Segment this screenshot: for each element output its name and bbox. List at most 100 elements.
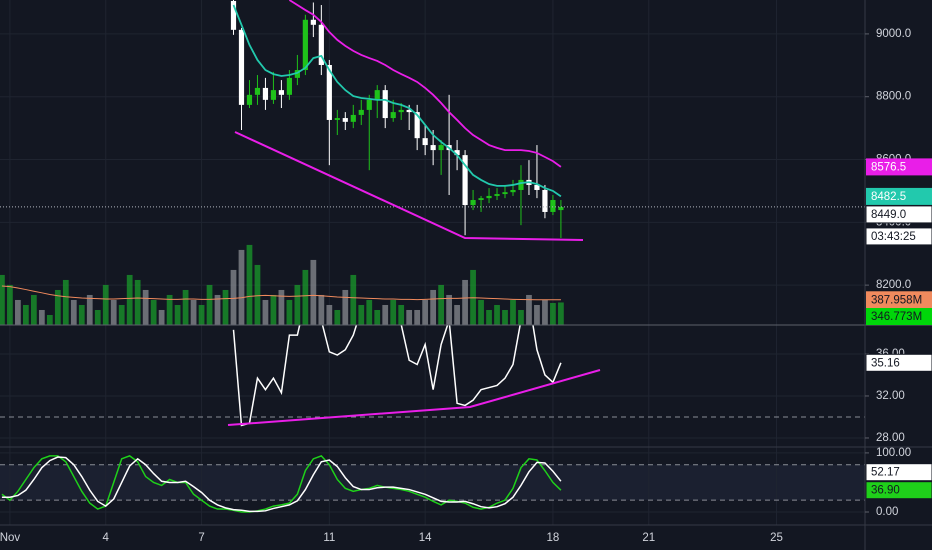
- price-tag: [865, 353, 932, 372]
- volume-bar: [438, 284, 444, 325]
- y-tick-label: 9000.0: [876, 28, 911, 40]
- candle-body: [238, 29, 245, 105]
- volume-bar: [262, 299, 269, 325]
- volume-bar: [414, 309, 421, 325]
- candle-body: [454, 150, 460, 156]
- candle-body: [430, 145, 436, 151]
- candle-body: [262, 87, 269, 100]
- indicator-line: [232, 325, 562, 427]
- volume-bar: [526, 294, 532, 325]
- x-tick-label: 18: [547, 532, 560, 544]
- price-tag: [866, 291, 932, 309]
- price-tag: [866, 308, 932, 325]
- candle-body: [390, 112, 396, 119]
- axis-labels: 8200.08400.08600.08800.09000.08576.58482…: [0, 28, 932, 544]
- y-tick-label: 32.00: [876, 390, 905, 402]
- channel-trendline: [234, 131, 584, 241]
- price-tag-text: 8449.0: [871, 209, 906, 221]
- volume-bar: [0, 274, 5, 325]
- candle-body: [294, 70, 300, 78]
- candle-body: [414, 112, 420, 139]
- reference-band: [0, 464, 865, 501]
- moving-average-line: [288, 0, 562, 168]
- volume-bar: [246, 244, 253, 325]
- x-tick-label: Nov: [0, 532, 20, 544]
- volume-bar: [94, 309, 101, 325]
- volume-bar: [158, 309, 165, 325]
- volume-bar: [342, 289, 349, 325]
- volume-bar: [502, 309, 508, 325]
- price-tag-text: 52.17: [871, 467, 900, 479]
- candle-body: [270, 90, 277, 100]
- x-tick-label: 7: [198, 532, 204, 544]
- volume-bar: [326, 304, 333, 325]
- volume-bar: [86, 294, 93, 325]
- volume-bar: [54, 289, 61, 325]
- volume-bar: [182, 289, 189, 325]
- volume-bar: [542, 299, 548, 325]
- volume-bar: [382, 304, 389, 325]
- volume-bar: [38, 309, 45, 325]
- candle-body: [422, 138, 428, 146]
- moving-average-line: [232, 4, 562, 198]
- price-tag: [865, 205, 932, 224]
- volume-bar: [350, 274, 357, 325]
- volume-bar: [62, 279, 69, 325]
- candle-body: [542, 189, 548, 212]
- candle-body: [486, 195, 492, 199]
- volume-bar: [494, 304, 500, 325]
- y-tick-label: 0.00: [876, 506, 898, 518]
- volume-bar: [366, 299, 373, 325]
- candle-body: [334, 118, 340, 120]
- candle-body: [558, 206, 564, 211]
- volume-bar: [270, 294, 277, 325]
- volume-bar: [286, 299, 293, 325]
- candle-body: [230, 0, 237, 30]
- rsi-pane: [0, 325, 865, 447]
- indicator-line: [1, 454, 562, 513]
- volume-bar: [534, 304, 540, 325]
- volume-bar: [310, 259, 317, 325]
- volume-bar: [446, 294, 452, 325]
- volume-bar: [15, 299, 21, 325]
- y-tick-label: 8200.0: [876, 279, 911, 291]
- volume-bar: [166, 294, 173, 325]
- volume-bar: [7, 284, 13, 325]
- candle-body: [310, 19, 316, 25]
- volume-bar: [302, 269, 309, 325]
- candle-body: [518, 179, 524, 190]
- volume-bar: [150, 299, 157, 325]
- candle-body: [326, 65, 332, 120]
- volume-bar: [70, 299, 77, 325]
- candle-body: [382, 90, 388, 119]
- volume-bar: [398, 304, 405, 325]
- candle-body: [286, 77, 292, 95]
- price-tag: [865, 227, 932, 246]
- volume-bar: [174, 304, 181, 325]
- candle-body: [510, 189, 516, 193]
- y-tick-label: 28.00: [876, 432, 905, 444]
- candle-body: [550, 200, 556, 212]
- x-tick-label: 21: [642, 532, 655, 544]
- volume-bar: [22, 304, 29, 325]
- price-tag: [866, 187, 932, 205]
- candle-body: [462, 155, 468, 206]
- volume-bar: [478, 299, 484, 325]
- volume-bar: [198, 304, 205, 325]
- price-tag-text: 36.90: [871, 485, 900, 497]
- x-tick-label: 11: [323, 532, 335, 544]
- volume-bar: [78, 304, 85, 325]
- candle-body: [350, 114, 356, 122]
- candle-body: [478, 198, 484, 201]
- volume-bar: [214, 294, 221, 325]
- volume-bar: [518, 309, 524, 325]
- drawings: [227, 131, 601, 426]
- volume-ma-line: [1, 285, 561, 301]
- candle-body: [406, 109, 412, 113]
- indicator-line: [1, 456, 562, 513]
- price-tag-text: 8576.5: [871, 161, 906, 173]
- volume-bar: [374, 309, 381, 325]
- volume-bar: [390, 299, 397, 325]
- x-tick-label: 14: [419, 532, 432, 544]
